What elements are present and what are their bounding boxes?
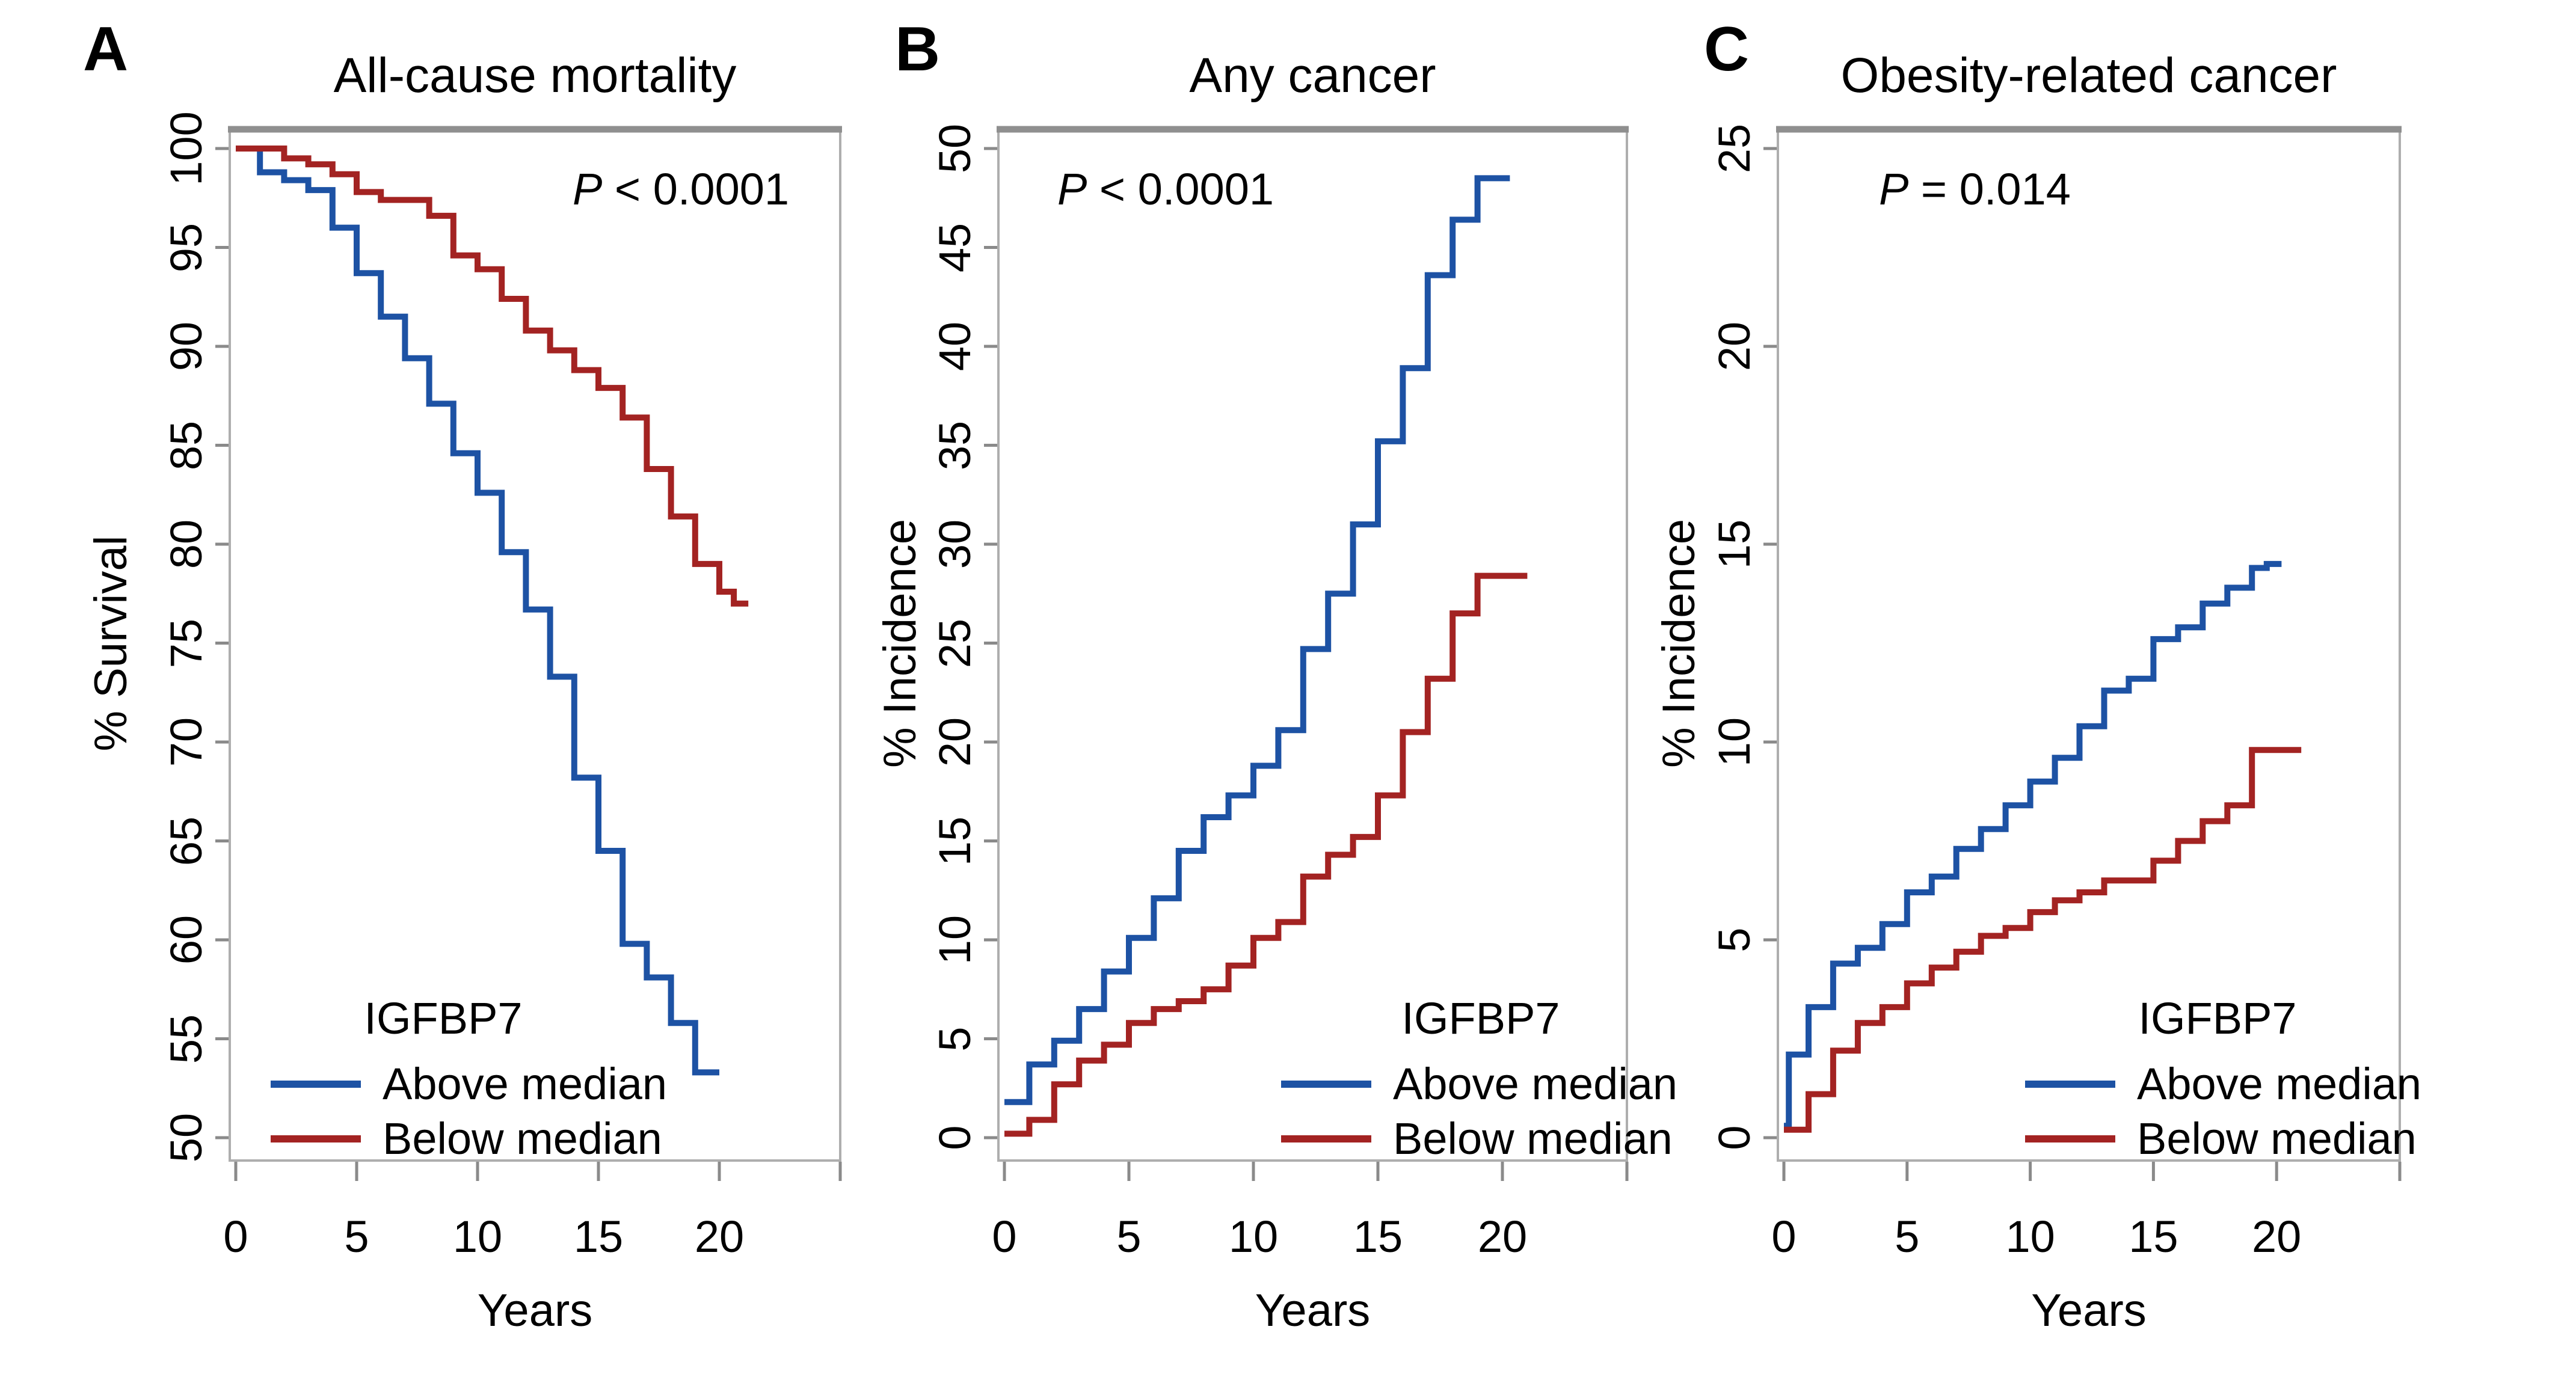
y-tick-label: 35 xyxy=(930,420,980,470)
above-median-line-swatch xyxy=(271,1081,361,1088)
x-tick-label: 15 xyxy=(2129,1212,2178,1262)
y-tick-label: 15 xyxy=(1709,519,1759,569)
x-tick-label: 5 xyxy=(1895,1212,1920,1262)
y-tick-label: 15 xyxy=(930,816,980,866)
y-tick-label: 80 xyxy=(161,519,211,569)
y-tick-label: 95 xyxy=(161,222,211,272)
p-symbol: P xyxy=(573,164,603,214)
y-tick-label: 85 xyxy=(161,420,211,470)
km-curve-above-median xyxy=(236,146,719,1076)
panel-a-p-value: P < 0.0001 xyxy=(573,167,789,212)
x-tick-label: 0 xyxy=(992,1212,1017,1262)
x-tick-label: 10 xyxy=(452,1212,503,1262)
x-tick-label: 5 xyxy=(344,1212,369,1262)
panel-c-label: C xyxy=(1704,14,1750,84)
y-tick-label: 45 xyxy=(930,222,980,272)
y-tick-label: 60 xyxy=(161,915,211,965)
y-tick-label: 10 xyxy=(1709,717,1759,767)
below-median-line-swatch xyxy=(271,1135,361,1142)
y-tick-label: 40 xyxy=(930,321,980,372)
x-tick-label: 20 xyxy=(694,1212,745,1262)
panel-c-legend-heading: IGFBP7 xyxy=(2138,993,2297,1043)
x-tick-label: 5 xyxy=(1116,1212,1142,1262)
km-curve-below-median xyxy=(1004,572,1528,1137)
y-tick-label: 100 xyxy=(161,111,211,186)
y-tick-label: 50 xyxy=(930,123,980,174)
below-median-line-swatch xyxy=(1281,1135,1371,1142)
legend-item-below-median: Below median xyxy=(271,1117,662,1161)
panel-c-title: Obesity-related cancer xyxy=(1840,48,2337,103)
km-curve-below-median xyxy=(1784,747,2302,1133)
x-tick-label: 0 xyxy=(1771,1212,1797,1262)
y-tick-label: 30 xyxy=(930,519,980,569)
legend-item-above-median: Above median xyxy=(271,1062,667,1106)
panel-c-y-axis-title: % Incidence xyxy=(1653,518,1705,768)
legend-item-label: Above median xyxy=(383,1059,668,1109)
legend-item-label: Above median xyxy=(1393,1059,1678,1109)
legend-item-above-median: Above median xyxy=(2025,1062,2421,1106)
y-tick-label: 65 xyxy=(161,816,211,866)
above-median-line-swatch xyxy=(1281,1081,1371,1088)
legend-item-label: Below median xyxy=(2137,1114,2417,1164)
y-tick-label: 90 xyxy=(161,321,211,372)
p-relation: < 0.0001 xyxy=(1099,164,1274,214)
legend-item-label: Below median xyxy=(383,1114,662,1164)
y-tick-label: 20 xyxy=(930,717,980,767)
p-symbol: P xyxy=(1879,164,1909,214)
p-relation: < 0.0001 xyxy=(614,164,790,214)
panel-a-label: A xyxy=(83,14,129,84)
legend-item-above-median: Above median xyxy=(1281,1062,1677,1106)
panel-b-title: Any cancer xyxy=(1189,48,1436,103)
y-tick-label: 20 xyxy=(1709,321,1759,372)
y-tick-label: 50 xyxy=(161,1112,211,1163)
km-curve-below-median xyxy=(236,146,749,607)
y-tick-label: 55 xyxy=(161,1014,211,1064)
panel-b-x-axis-title: Years xyxy=(1255,1285,1371,1336)
plot-border xyxy=(229,128,841,1162)
panel-b-label: B xyxy=(895,14,941,84)
x-tick-label: 20 xyxy=(2252,1212,2302,1262)
panel-c-x-axis-title: Years xyxy=(2031,1285,2147,1336)
y-tick-label: 5 xyxy=(1709,927,1759,952)
panel-a-legend-heading: IGFBP7 xyxy=(364,993,523,1043)
panel-b-y-axis-title: % Incidence xyxy=(875,518,926,768)
panel-b-legend-heading: IGFBP7 xyxy=(1401,993,1560,1043)
y-tick-label: 0 xyxy=(1709,1125,1759,1150)
legend-item-below-median: Below median xyxy=(1281,1117,1673,1161)
y-tick-label: 75 xyxy=(161,618,211,668)
below-median-line-swatch xyxy=(2025,1135,2115,1142)
p-symbol: P xyxy=(1057,164,1087,214)
x-tick-label: 0 xyxy=(223,1212,248,1262)
panel-c-p-value: P = 0.014 xyxy=(1879,167,2071,212)
y-tick-label: 25 xyxy=(1709,123,1759,174)
x-tick-label: 20 xyxy=(1477,1212,1528,1262)
plot-border xyxy=(1777,128,2401,1162)
x-tick-label: 15 xyxy=(1353,1212,1403,1262)
legend-item-label: Above median xyxy=(2137,1059,2422,1109)
p-relation: = 0.014 xyxy=(1920,164,2071,214)
panel-a-x-axis-title: Years xyxy=(477,1285,593,1336)
y-tick-label: 10 xyxy=(930,915,980,965)
y-tick-label: 70 xyxy=(161,717,211,767)
y-tick-label: 0 xyxy=(930,1125,980,1150)
km-curve-above-median xyxy=(1004,175,1510,1105)
y-tick-label: 5 xyxy=(930,1026,980,1052)
y-tick-label: 25 xyxy=(930,618,980,668)
above-median-line-swatch xyxy=(2025,1081,2115,1088)
km-curve-above-median xyxy=(1784,560,2282,1129)
x-tick-label: 10 xyxy=(1228,1212,1279,1262)
panel-b-p-value: P < 0.0001 xyxy=(1057,167,1274,212)
legend-item-below-median: Below median xyxy=(2025,1117,2417,1161)
x-tick-label: 10 xyxy=(2005,1212,2055,1262)
legend-item-label: Below median xyxy=(1393,1114,1673,1164)
panel-a-y-axis-title: % Survival xyxy=(85,535,137,752)
x-tick-label: 15 xyxy=(573,1212,624,1262)
panel-a-title: All-cause mortality xyxy=(333,48,737,103)
